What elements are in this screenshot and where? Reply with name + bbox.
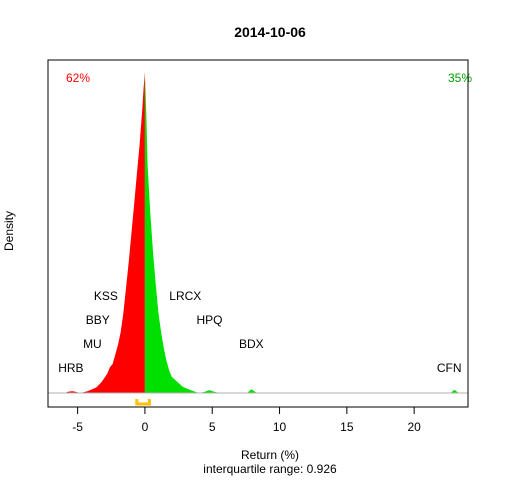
x-axis-label: Return (%) (241, 448, 299, 462)
annotation-lrcx: LRCX (169, 289, 201, 303)
iqr-bracket (135, 399, 151, 406)
annotation-kss: KSS (94, 289, 118, 303)
chart-title: 2014-10-06 (234, 24, 306, 40)
annotation-hrb: HRB (58, 361, 83, 375)
annotation-hpq: HPQ (196, 313, 222, 327)
x-tick-label: 15 (340, 420, 354, 434)
density-areas (66, 72, 459, 393)
positive-share-label: 35% (448, 71, 472, 85)
plot-frame (47, 59, 469, 408)
x-tick-label: 5 (209, 420, 216, 434)
annotation-bdx: BDX (239, 337, 264, 351)
y-axis-label: Density (2, 211, 16, 251)
annotation-mu: MU (83, 337, 102, 351)
chart-subtitle: interquartile range: 0.926 (203, 462, 337, 476)
iqr-marker (135, 399, 151, 406)
negative-share-label: 62% (66, 71, 90, 85)
x-tick-label: 10 (273, 420, 287, 434)
positive-density-area (144, 72, 459, 393)
annotation-bby: BBY (86, 313, 110, 327)
x-tick-label: 0 (142, 420, 149, 434)
x-tick-label: 20 (407, 420, 421, 434)
x-tick-label: -5 (72, 420, 83, 434)
negative-density-area (66, 72, 145, 393)
x-axis: -5 0 5 10 15 20 (72, 406, 421, 434)
annotation-cfn: CFN (437, 361, 462, 375)
